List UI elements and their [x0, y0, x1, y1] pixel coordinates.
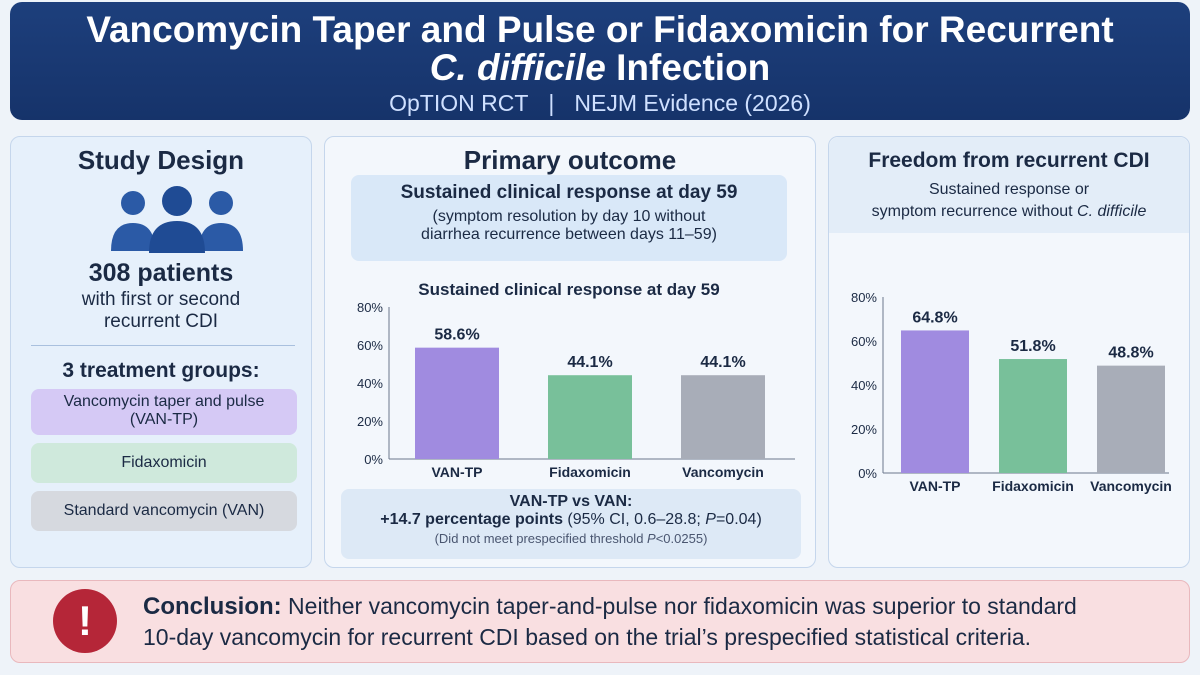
- freedom-header: Freedom from recurrent CDI Sustained res…: [829, 137, 1189, 233]
- x-category-label: Fidaxomicin: [992, 478, 1074, 494]
- threshold-p-letter: P: [647, 531, 656, 546]
- primary-outcome-chart: Sustained clinical response at day 59 0% 2…: [357, 280, 795, 480]
- patient-desc-2: recurrent CDI: [103, 311, 219, 332]
- conclusion-label: Conclusion:: [143, 593, 282, 620]
- comparison-p-letter: P: [705, 511, 716, 528]
- trial-name: OpTION RCT: [389, 90, 529, 116]
- bar-value-label: 64.8%: [912, 309, 957, 326]
- page-title-line1: Vancomycin Taper and Pulse or Fidaxomici…: [86, 9, 1114, 50]
- chart-title: Sustained clinical response at day 59: [418, 280, 719, 299]
- group-van-tp-line1: Vancomycin taper and pulse: [63, 393, 265, 410]
- freedom-desc1: Sustained response or: [928, 181, 1090, 198]
- freedom-from-recurrence-panel: Freedom from recurrent CDI Sustained res…: [828, 136, 1190, 568]
- study-design-title: Study Design: [77, 145, 245, 175]
- group-standard-vancomycin-label: Standard vancomycin (VAN): [63, 502, 265, 519]
- freedom-chart: 0% 20% 40% 60% 80% 64.8% VAN-TP 51.8% Fidaxomici…: [851, 290, 1172, 494]
- y-tick-label: 0%: [858, 466, 877, 481]
- bar-vancomycin: [681, 375, 765, 459]
- comparison-result: +14.7 percentage points (95% CI, 0.6–28.…: [341, 511, 801, 529]
- patient-count: 308 patients: [88, 259, 234, 287]
- y-tick-label: 0%: [364, 452, 383, 467]
- conclusion-text: Conclusion: Neither vancomycin taper-and…: [143, 591, 1163, 652]
- x-category-label: VAN-TP: [431, 464, 482, 480]
- y-tick-label: 20%: [851, 422, 877, 437]
- journal-name: NEJM Evidence (2026): [574, 90, 811, 116]
- bar-vancomycin: [1097, 365, 1165, 473]
- y-tick-label: 80%: [357, 300, 383, 315]
- group-fidaxomicin: Fidaxomicin: [31, 443, 297, 483]
- outcome-box-title: Sustained clinical response at day 59: [400, 182, 738, 203]
- group-van-tp: Vancomycin taper and pulse (VAN-TP): [31, 389, 297, 435]
- bar-value-label: 44.1%: [700, 354, 745, 371]
- threshold-note: (Did not meet prespecified threshold P<0…: [341, 531, 801, 546]
- bar-fidaxomicin: [548, 375, 632, 459]
- outcome-box-desc1: (symptom resolution by day 10 without: [432, 208, 706, 225]
- x-category-label: VAN-TP: [909, 478, 960, 494]
- bar-value-label: 58.6%: [434, 327, 479, 344]
- y-tick-label: 40%: [357, 376, 383, 391]
- bar-value-label: 44.1%: [567, 354, 612, 371]
- comparison-ci: (95% CI, 0.6–28.8;: [567, 511, 706, 528]
- page-title-line2: C. difficile Infection: [10, 48, 1190, 88]
- primary-outcome-definition: Sustained clinical response at day 59 (s…: [351, 175, 787, 261]
- freedom-desc2: symptom recurrence without C. difficile: [829, 203, 1189, 221]
- exclamation-alert-icon: !: [53, 589, 117, 653]
- freedom-desc2-text: symptom recurrence without: [871, 203, 1078, 220]
- page-title-rest: Infection: [616, 47, 771, 88]
- group-van-tp-line2: (VAN-TP): [129, 411, 199, 428]
- header-banner: Vancomycin Taper and Pulse or Fidaxomici…: [10, 2, 1190, 120]
- page-subtitle: OpTION RCT | NEJM Evidence (2026): [10, 90, 1190, 116]
- x-category-label: Vancomycin: [1090, 478, 1172, 494]
- divider: [31, 345, 295, 346]
- freedom-title: Freedom from recurrent CDI: [868, 149, 1150, 172]
- bar-value-label: 48.8%: [1108, 345, 1153, 362]
- group-standard-vancomycin: Standard vancomycin (VAN): [31, 491, 297, 531]
- groups-title: 3 treatment groups:: [62, 359, 260, 382]
- bar-fidaxomicin: [999, 359, 1067, 473]
- x-category-label: Vancomycin: [682, 464, 764, 480]
- group-fidaxomicin-label: Fidaxomicin: [121, 454, 207, 471]
- study-design-panel: Study Design 308 patients with first or …: [10, 136, 312, 568]
- y-tick-label: 40%: [851, 378, 877, 393]
- y-tick-label: 80%: [851, 290, 877, 305]
- primary-outcome-title: Primary outcome: [463, 145, 677, 175]
- conclusion-line2: 10-day vancomycin for recurrent CDI base…: [143, 624, 1032, 650]
- conclusion-line1: Neither vancomycin taper-and-pulse nor f…: [288, 593, 1077, 619]
- comparison-difference: +14.7 percentage points: [380, 511, 563, 528]
- subtitle-separator: |: [548, 90, 555, 116]
- x-category-label: Fidaxomicin: [549, 464, 631, 480]
- bar-van-tp: [415, 347, 499, 459]
- threshold-value: <0.0255): [655, 531, 708, 546]
- conclusion-banner: ! Conclusion: Neither vancomycin taper-a…: [10, 580, 1190, 663]
- freedom-desc2-italic: C. difficile: [1077, 203, 1147, 220]
- outcome-box-desc2: diarrhea recurrence between days 11–59): [421, 226, 717, 243]
- threshold-text: (Did not meet prespecified threshold: [434, 531, 648, 546]
- bar-value-label: 51.8%: [1010, 338, 1055, 355]
- y-tick-label: 20%: [357, 414, 383, 429]
- patient-desc-1: with first or second: [81, 289, 241, 310]
- page-title-italic: C. difficile: [429, 47, 606, 88]
- comparison-p-value: =0.04): [715, 511, 762, 528]
- y-tick-label: 60%: [851, 334, 877, 349]
- primary-outcome-panel: Primary outcome Sustained clinical respo…: [324, 136, 816, 568]
- bar-van-tp: [901, 330, 969, 473]
- people-group-icon: [111, 186, 243, 253]
- comparison-box: VAN-TP vs VAN: +14.7 percentage points (…: [341, 489, 801, 559]
- y-tick-label: 60%: [357, 338, 383, 353]
- comparison-title: VAN-TP vs VAN:: [509, 493, 633, 510]
